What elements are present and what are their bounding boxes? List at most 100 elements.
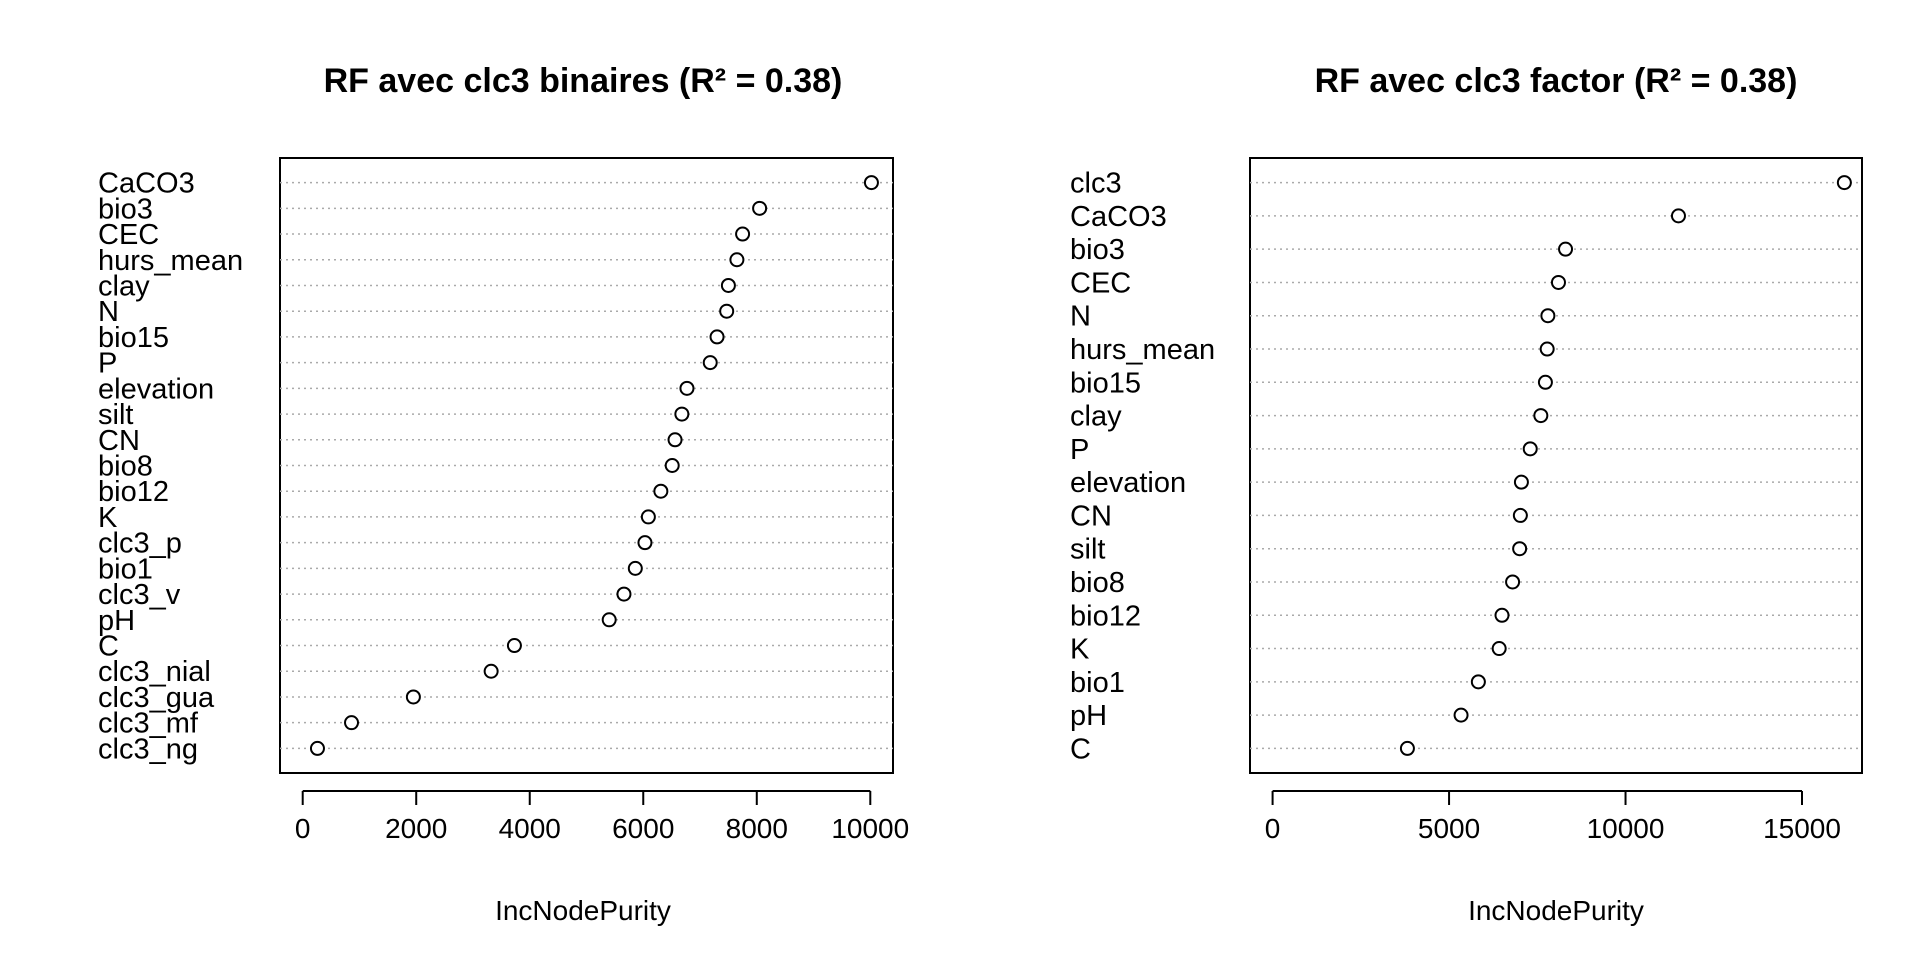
data-point <box>1550 274 1566 290</box>
data-point <box>1539 341 1555 357</box>
x-tick-label: 10000 <box>831 813 909 844</box>
variable-label: CEC <box>98 219 159 251</box>
variable-label: C <box>1070 733 1091 765</box>
variable-label: clc3_nial <box>98 656 211 688</box>
data-point <box>1491 641 1507 657</box>
x-tick-label: 5000 <box>1418 813 1480 844</box>
data-point <box>702 355 718 371</box>
variable-label: bio1 <box>1070 667 1125 699</box>
data-point <box>483 663 499 679</box>
variable-label: C <box>98 631 119 663</box>
variable-label: K <box>1070 634 1090 666</box>
data-point <box>637 535 653 551</box>
data-point <box>640 509 656 525</box>
variable-label: bio3 <box>98 193 153 225</box>
x-tick-label: 8000 <box>726 813 788 844</box>
data-point <box>1537 374 1553 390</box>
variable-label: clc3_gua <box>98 682 215 714</box>
variable-label: P <box>98 348 117 380</box>
x-tick-label: 15000 <box>1763 813 1841 844</box>
data-point <box>1558 241 1574 257</box>
x-tick-label: 4000 <box>499 813 561 844</box>
variable-label: P <box>1070 434 1089 466</box>
variable-label: hurs_mean <box>98 245 243 277</box>
variable-label: clc3_v <box>98 579 181 611</box>
variable-label: clc3_mf <box>98 708 199 740</box>
variable-label: silt <box>98 399 133 431</box>
chart-panel-binaires: RF avec clc3 binaires (R² = 0.38)CaCO3bi… <box>98 62 909 926</box>
data-point <box>1453 707 1469 723</box>
variable-label: CaCO3 <box>1070 201 1167 233</box>
variable-label: clay <box>1070 401 1122 433</box>
data-point <box>664 458 680 473</box>
variable-label: CN <box>98 425 140 457</box>
data-point <box>405 689 421 705</box>
data-point <box>309 740 325 756</box>
variable-label: K <box>98 502 118 534</box>
variable-label: hurs_mean <box>1070 334 1215 366</box>
variable-label: bio12 <box>1070 600 1141 632</box>
variable-label: bio8 <box>98 451 153 483</box>
variable-label: bio8 <box>1070 567 1125 599</box>
variable-label: CaCO3 <box>98 168 195 200</box>
data-point <box>1670 208 1686 224</box>
variable-label: pH <box>98 605 135 637</box>
data-point <box>674 406 690 422</box>
data-point <box>667 432 683 448</box>
x-tick-label: 0 <box>295 813 311 844</box>
variable-label: clc3 <box>1070 168 1122 200</box>
variable-label: CN <box>1070 500 1112 532</box>
x-tick-label: 0 <box>1265 813 1281 844</box>
variable-label: bio1 <box>98 553 153 585</box>
chart-title: RF avec clc3 factor (R² = 0.38) <box>1315 62 1798 100</box>
data-point <box>720 277 736 293</box>
data-point <box>1533 408 1549 424</box>
data-point <box>1505 574 1521 590</box>
data-point <box>653 483 669 499</box>
data-point <box>752 200 768 216</box>
variable-label: elevation <box>98 373 214 405</box>
data-point <box>616 586 632 602</box>
chart-panel-factor: RF avec clc3 factor (R² = 0.38) clc3CaCO3… <box>1070 62 1863 926</box>
x-tick-label: 6000 <box>612 813 674 844</box>
variable-label: CEC <box>1070 267 1131 299</box>
data-point <box>506 638 522 654</box>
variable-label: clc3_p <box>98 528 182 560</box>
x-axis-label: IncNodePurity <box>495 895 671 926</box>
data-point <box>1540 308 1556 324</box>
variable-label: clc3_ng <box>98 733 198 765</box>
variable-label: bio15 <box>98 322 169 354</box>
data-point <box>735 226 751 242</box>
data-point <box>1399 740 1415 756</box>
x-tick-label: 2000 <box>385 813 447 844</box>
data-point <box>1512 541 1528 557</box>
chart-title: RF avec clc3 binaires (R² = 0.38) <box>324 62 843 100</box>
variable-label: elevation <box>1070 467 1186 499</box>
data-point <box>627 560 643 576</box>
data-point <box>344 715 360 731</box>
plot-frame <box>1249 157 1863 774</box>
variable-label: silt <box>1070 534 1105 566</box>
variable-label: bio3 <box>1070 234 1125 266</box>
variable-label: N <box>98 296 119 328</box>
variable-label: pH <box>1070 700 1107 732</box>
data-point <box>1470 674 1486 690</box>
data-point <box>1512 507 1528 523</box>
data-point <box>863 175 879 191</box>
data-point <box>1836 175 1852 191</box>
x-tick-label: 10000 <box>1587 813 1665 844</box>
data-point <box>1522 441 1538 457</box>
data-point <box>1513 474 1529 490</box>
data-point <box>709 329 725 345</box>
data-point <box>679 380 695 396</box>
variable-label: N <box>1070 301 1091 333</box>
data-point <box>601 612 617 628</box>
data-point <box>719 303 735 319</box>
data-point <box>1494 607 1510 623</box>
variable-label: clay <box>98 270 150 302</box>
data-point <box>729 252 745 268</box>
variable-label: bio15 <box>1070 367 1141 399</box>
variable-label: bio12 <box>98 476 169 508</box>
x-axis-label: IncNodePurity <box>1468 895 1644 926</box>
